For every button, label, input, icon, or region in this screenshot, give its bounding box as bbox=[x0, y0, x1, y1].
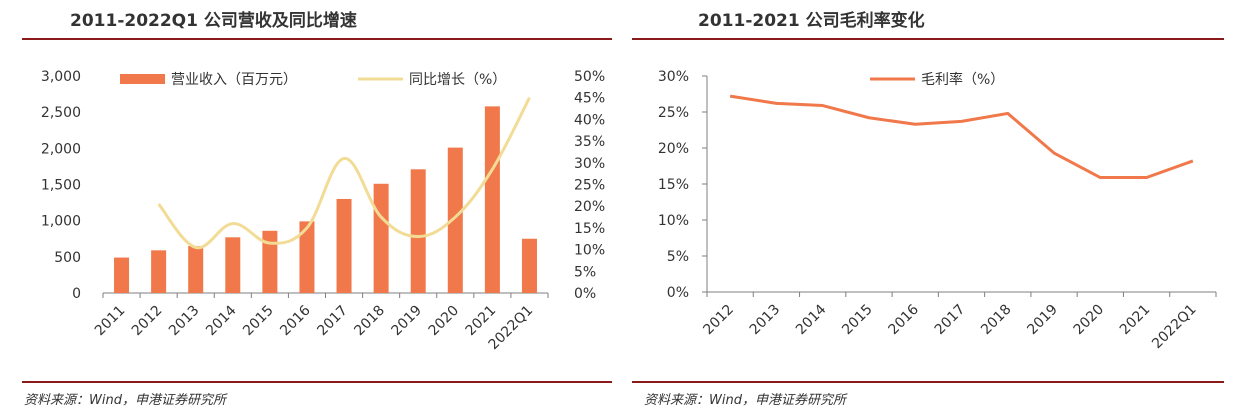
y-tick-label: 0 bbox=[72, 286, 81, 302]
x-tick-label: 2014 bbox=[793, 301, 830, 338]
legend-label-margin: 毛利率（%） bbox=[921, 71, 1004, 88]
source-note: 资料来源：Wind，申港证券研究所 bbox=[644, 393, 846, 408]
revenue-bar bbox=[336, 198, 352, 293]
y-tick-label: 3,000 bbox=[41, 69, 81, 85]
y-tick-label: 1,000 bbox=[41, 214, 81, 230]
y-tick-label: 30% bbox=[658, 69, 689, 85]
x-tick-label: 2019 bbox=[1024, 302, 1061, 339]
revenue-chart-panel: 2011-2022Q1 公司营收及同比增速 0 500 1,000 1,500 2,00… bbox=[0, 0, 612, 417]
y2-tick-label: 20% bbox=[574, 199, 605, 215]
y-tick-label: 15% bbox=[658, 177, 689, 193]
y-tick-label: 10% bbox=[658, 213, 689, 229]
y-tick-label: 0% bbox=[667, 285, 689, 301]
y-tick-label: 25% bbox=[658, 105, 689, 121]
y2-tick-label: 40% bbox=[574, 112, 605, 128]
revenue-bar bbox=[447, 147, 463, 293]
source-rule bbox=[22, 381, 612, 383]
y-tick-label: 2,000 bbox=[41, 141, 81, 157]
gross-margin-line bbox=[729, 94, 1194, 180]
revenue-bar bbox=[225, 237, 241, 293]
y2-tick-label: 30% bbox=[574, 156, 605, 172]
x-tick-label: 2020 bbox=[426, 303, 463, 340]
y-tick-label: 5% bbox=[667, 249, 689, 265]
title-rule bbox=[22, 38, 612, 40]
x-tick-label: 2020 bbox=[1071, 302, 1108, 339]
x-tick-label: 2022Q1 bbox=[1149, 302, 1200, 353]
x-tick-label: 2013 bbox=[166, 303, 203, 340]
y-tick-label: 500 bbox=[54, 250, 81, 266]
revenue-bar bbox=[373, 183, 389, 293]
y2-tick-label: 10% bbox=[574, 243, 605, 259]
revenue-bar bbox=[262, 230, 278, 293]
y-tick-label: 1,500 bbox=[41, 178, 81, 194]
x-tick-label: 2011 bbox=[92, 303, 129, 340]
legend-label-growth: 同比增长（%） bbox=[409, 72, 506, 88]
y2-tick-label: 25% bbox=[574, 178, 605, 194]
y2-tick-label: 15% bbox=[574, 221, 605, 237]
x-tick-label: 2013 bbox=[747, 302, 784, 339]
x-tick-label: 2014 bbox=[203, 302, 240, 339]
revenue-bar bbox=[521, 238, 537, 293]
x-tick-label: 2012 bbox=[700, 302, 737, 339]
title-rule bbox=[632, 38, 1224, 40]
x-tick-label: 2012 bbox=[129, 303, 166, 340]
chart-title: 2011-2021 公司毛利率变化 bbox=[698, 11, 925, 31]
x-tick-label: 2018 bbox=[978, 302, 1015, 339]
source-note: 资料来源：Wind，申港证券研究所 bbox=[24, 393, 226, 408]
y2-tick-label: 35% bbox=[574, 134, 605, 150]
revenue-bar bbox=[484, 106, 500, 293]
revenue-bar bbox=[188, 245, 204, 293]
x-tick-label: 2015 bbox=[839, 302, 876, 339]
gross-margin-chart: 0%5%10%15%20%25%30%2012 2013 2014 2015 2016 2… bbox=[658, 69, 1217, 353]
y-tick-label: 20% bbox=[658, 141, 689, 157]
x-tick-label: 2016 bbox=[886, 301, 923, 338]
x-tick-label: 2017 bbox=[932, 302, 969, 339]
revenue-bar bbox=[114, 257, 130, 293]
legend-swatch-revenue bbox=[120, 74, 165, 84]
x-tick-label: 2021 bbox=[1117, 302, 1154, 339]
x-tick-label: 2019 bbox=[389, 303, 426, 340]
revenue-growth-chart: 0 500 1,000 1,500 2,000 2,500 3,000 0% 5% 10% 15% 2… bbox=[41, 69, 605, 353]
revenue-bar bbox=[299, 221, 315, 293]
x-tick-label: 2018 bbox=[351, 303, 388, 340]
chart-title: 2011-2022Q1 公司营收及同比增速 bbox=[70, 11, 357, 31]
source-rule bbox=[632, 381, 1224, 383]
y2-tick-label: 45% bbox=[574, 91, 605, 107]
y2-tick-label: 50% bbox=[574, 69, 605, 85]
legend-label-revenue: 营业收入（百万元） bbox=[171, 72, 297, 88]
y2-tick-label: 5% bbox=[574, 264, 596, 280]
revenue-bar bbox=[410, 169, 426, 293]
growth-line bbox=[157, 97, 531, 249]
y-tick-label: 2,500 bbox=[41, 105, 81, 121]
y2-tick-label: 0% bbox=[574, 286, 596, 302]
margin-chart-panel: 2011-2021 公司毛利率变化 0% 5% 10% 15% 20% 25% 30% 201… bbox=[632, 0, 1246, 417]
x-tick-label: 2016 bbox=[277, 302, 314, 339]
revenue-bar bbox=[151, 250, 167, 293]
x-tick-label: 2015 bbox=[240, 303, 277, 340]
x-tick-label: 2017 bbox=[314, 303, 351, 340]
